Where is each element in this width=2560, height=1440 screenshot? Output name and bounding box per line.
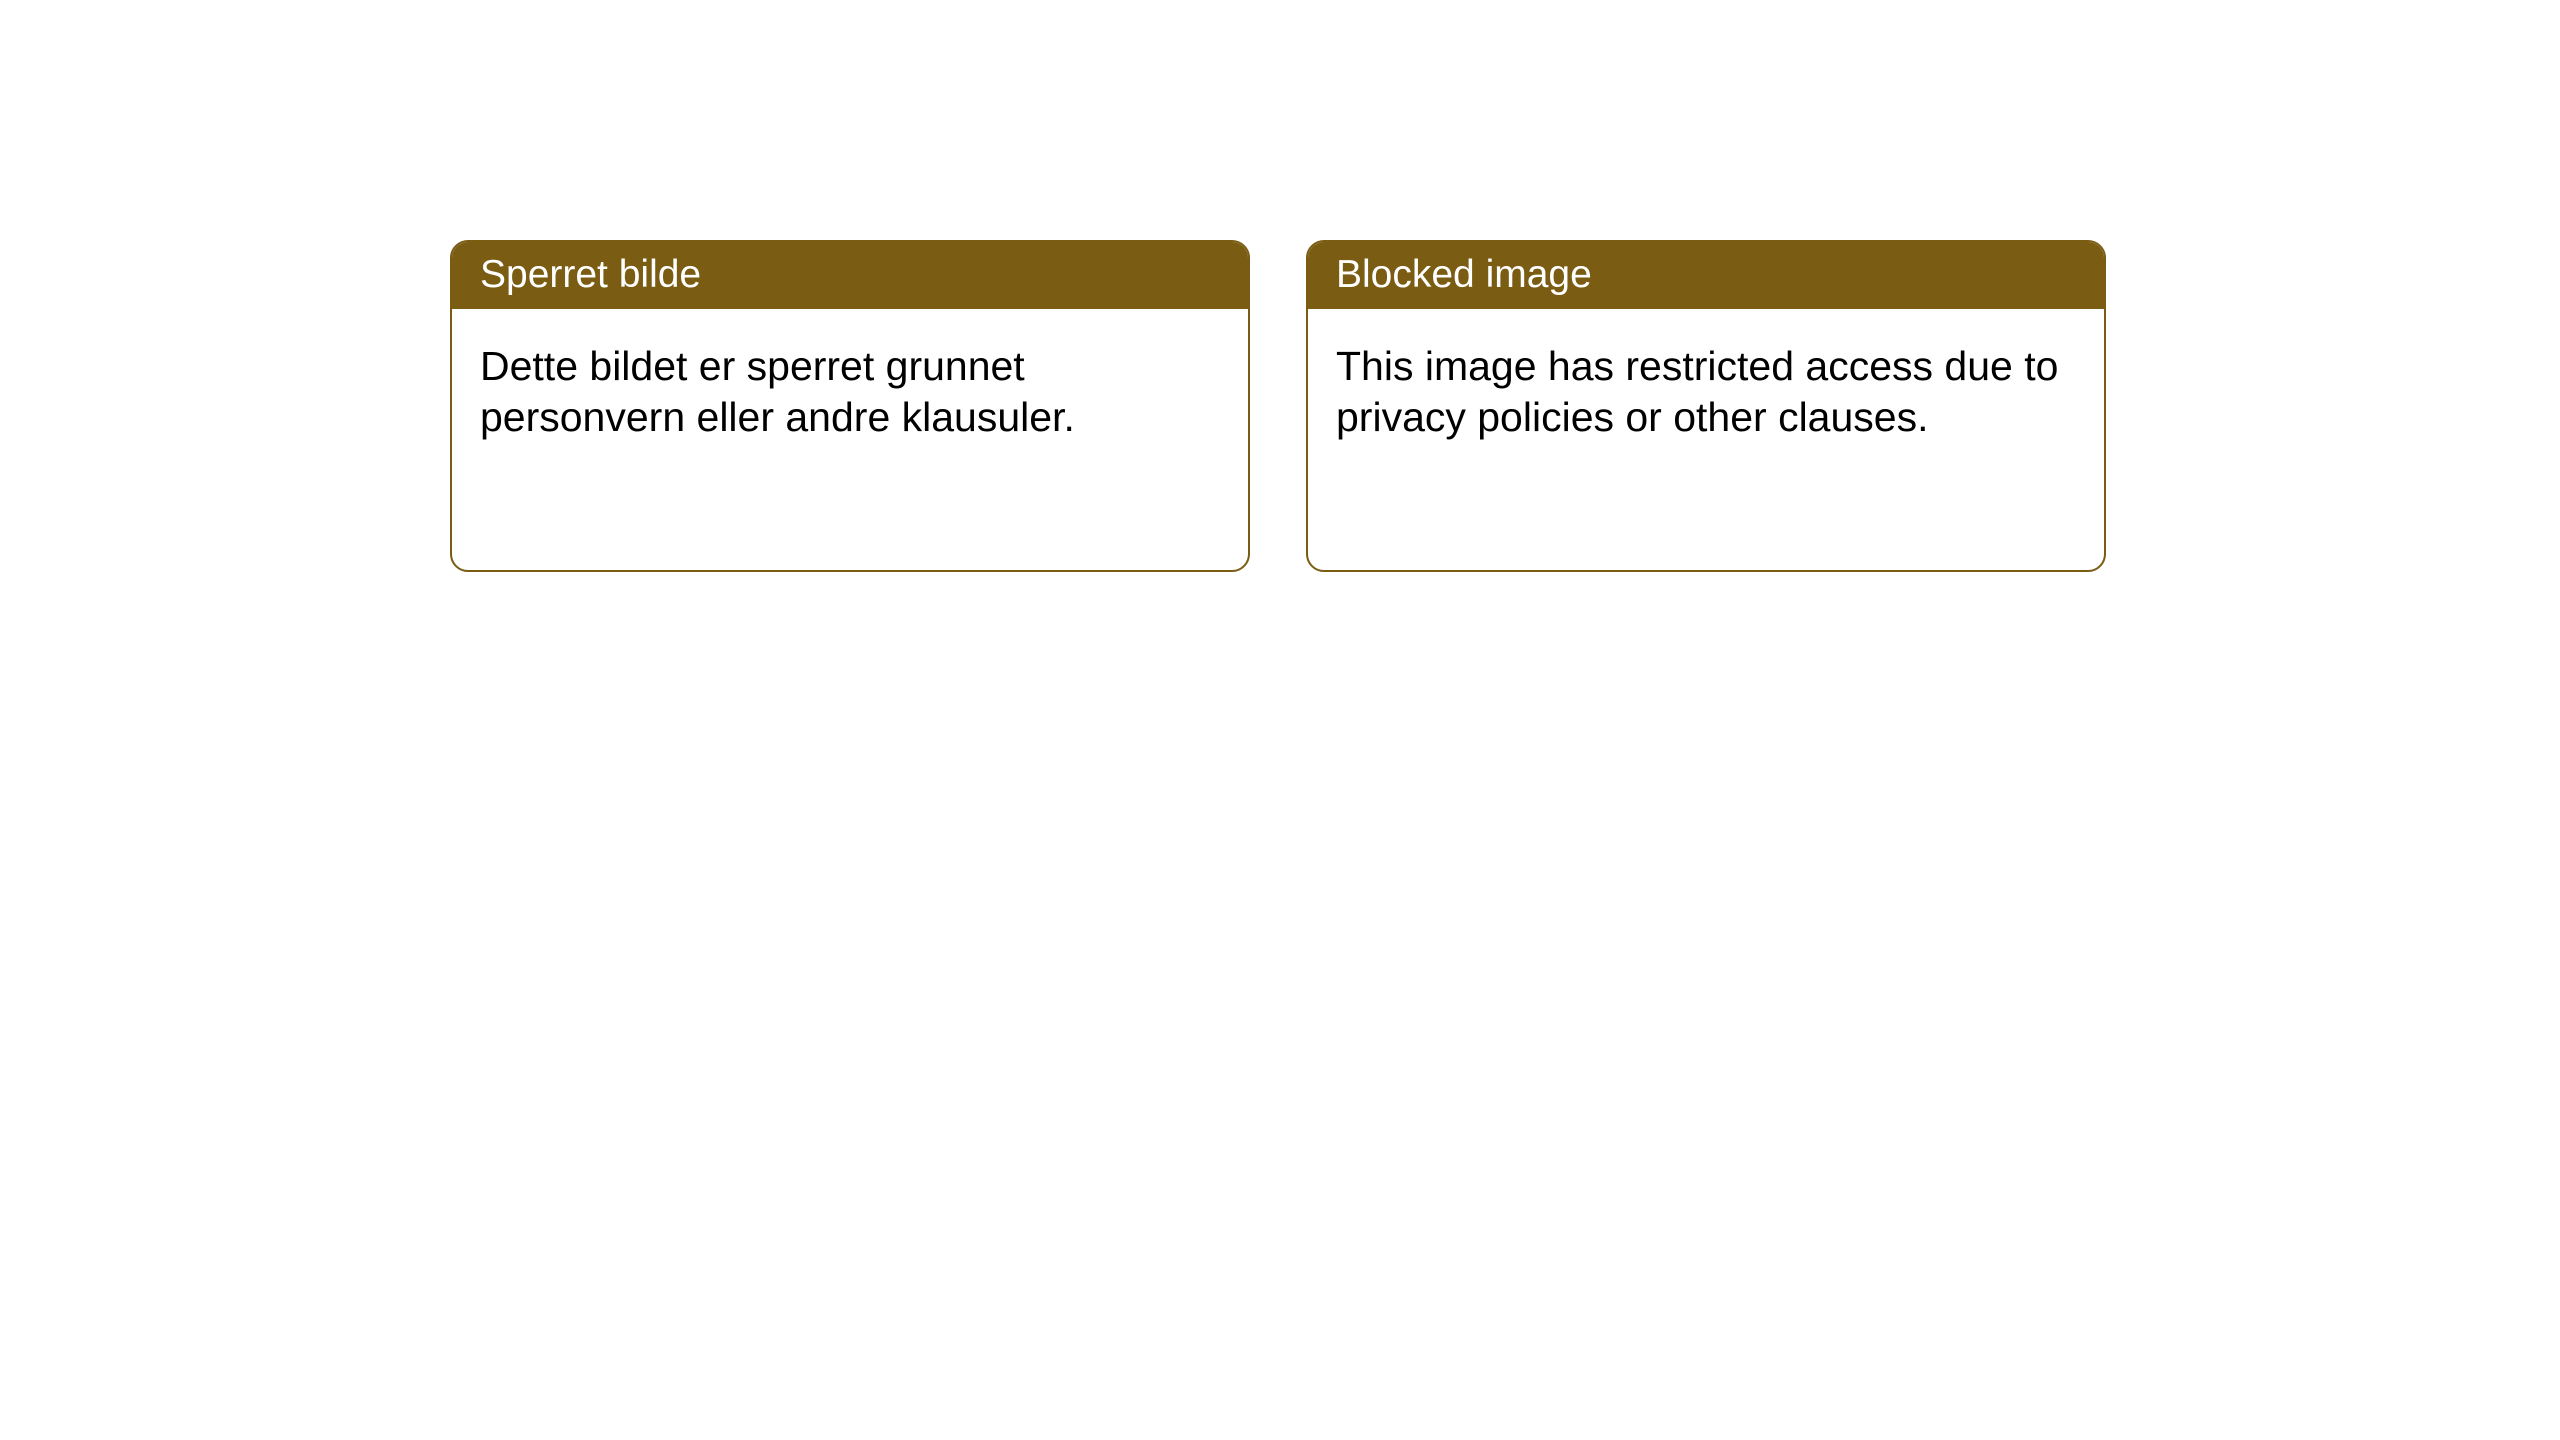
notice-card-english: Blocked image This image has restricted …: [1306, 240, 2106, 572]
notice-title: Blocked image: [1308, 242, 2104, 309]
notice-container: Sperret bilde Dette bildet er sperret gr…: [0, 0, 2560, 572]
notice-title: Sperret bilde: [452, 242, 1248, 309]
notice-body: Dette bildet er sperret grunnet personve…: [452, 309, 1248, 476]
notice-body: This image has restricted access due to …: [1308, 309, 2104, 476]
notice-card-norwegian: Sperret bilde Dette bildet er sperret gr…: [450, 240, 1250, 572]
